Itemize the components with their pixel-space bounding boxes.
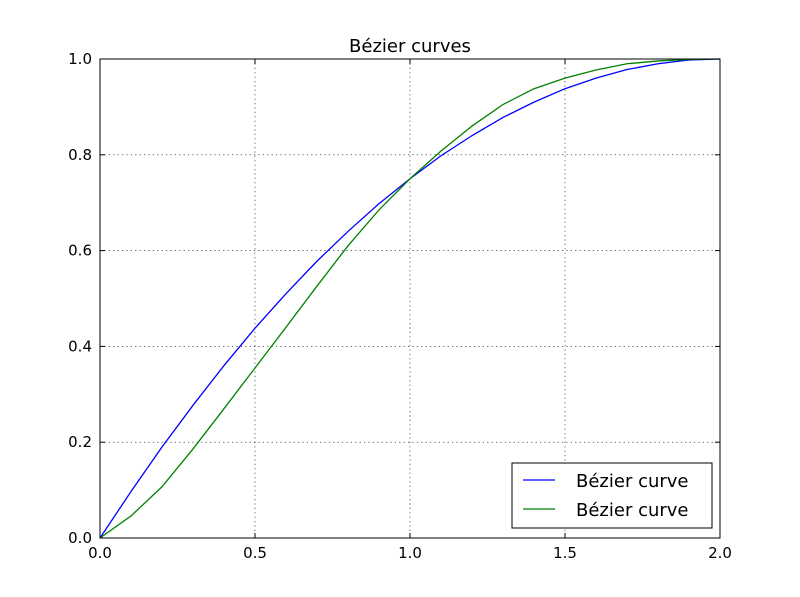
x-tick-label: 0.5 (243, 544, 267, 562)
y-tick-label: 0.4 (68, 337, 92, 355)
y-tick-label: 0.0 (68, 529, 92, 547)
x-tick-label: 2.0 (708, 544, 732, 562)
series-layer (99, 58, 721, 539)
x-tick-label: 1.5 (553, 544, 577, 562)
y-tick-label: 0.2 (68, 433, 92, 451)
legend: Bézier curve Bézier curve (511, 462, 713, 529)
y-tick-label: 0.8 (68, 146, 92, 164)
series-line-green (99, 58, 721, 539)
y-tick-label: 1.0 (68, 50, 92, 68)
axis-ticks: 0.0 0.5 1.0 1.5 2.0 0.0 0.2 0.4 0.6 0.8 1.0 (68, 50, 732, 562)
y-tick-label: 0.6 (68, 242, 92, 260)
legend-box (511, 462, 713, 529)
x-tick-label: 0.0 (88, 544, 112, 562)
x-tick-label: 1.0 (398, 544, 422, 562)
chart-title: Bézier curves (349, 36, 471, 57)
legend-label-green: Bézier curve (576, 500, 689, 521)
legend-label-blue: Bézier curve (576, 471, 689, 492)
